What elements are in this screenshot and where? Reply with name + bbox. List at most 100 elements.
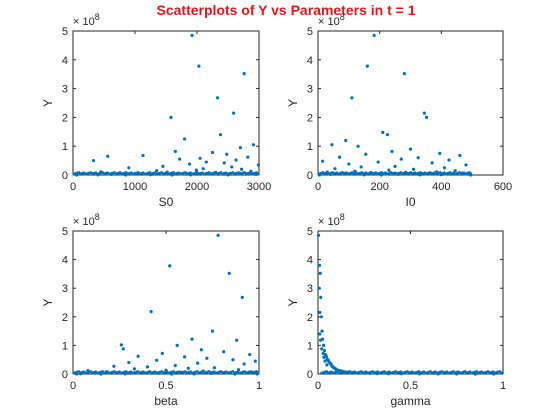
scatter-point (75, 372, 79, 376)
scatter-point (161, 164, 165, 168)
scatter-point (318, 332, 322, 336)
y-exponent-power: 8 (95, 12, 100, 22)
scatter-point (197, 64, 201, 68)
scatter-point (183, 137, 187, 141)
scatter-point (194, 168, 198, 172)
y-tick-label: 1 (307, 340, 313, 352)
scatter-point (439, 173, 443, 177)
scatter-point (236, 368, 241, 372)
scatter-point (216, 233, 220, 237)
scatter-point (141, 153, 145, 158)
scatter-point (209, 371, 213, 376)
scatter-point (416, 156, 420, 160)
scatter-point (164, 368, 168, 372)
scatter-point (231, 358, 235, 362)
y-tick-label: 3 (62, 283, 68, 295)
scatter-point (375, 371, 379, 376)
scatter-point (321, 343, 326, 347)
scatter-point (169, 115, 173, 119)
scatter-point (469, 173, 473, 177)
scatter-point (230, 165, 234, 169)
scatter-point (118, 171, 122, 175)
subplot-2: 0 200 400 600 0 1 2 3 4 5 × 108 I0 Y (286, 12, 512, 209)
scatter-point (104, 370, 109, 374)
scatter-point (106, 154, 110, 158)
y-tick-label: 2 (307, 112, 313, 124)
y-tick-label: 4 (307, 255, 313, 267)
scatter-point (127, 360, 131, 365)
scatter-point (404, 170, 408, 175)
y-axis-label: Y (286, 298, 300, 306)
y-tick-label: 0 (307, 369, 313, 381)
scatter-point (320, 329, 324, 333)
scatter-point (99, 372, 103, 376)
x-tick-label: 400 (432, 181, 450, 193)
x-tick-label: 200 (370, 181, 388, 193)
scatter-point (189, 173, 193, 177)
x-axis-label: gamma (390, 394, 430, 408)
scatter-point (321, 159, 325, 163)
y-tick-label: 1 (62, 141, 68, 153)
y-exponent-label: × 108 (73, 212, 100, 228)
scatter-point (323, 359, 327, 363)
scatter-point (190, 33, 194, 37)
scatter-point (179, 172, 184, 176)
scatter-point (201, 369, 205, 373)
scatter-point (425, 171, 430, 176)
scatter-point (179, 370, 183, 374)
scatter-point (316, 233, 321, 237)
scatter-point (430, 161, 434, 165)
scatter-point (225, 152, 229, 156)
y-tick-label: 3 (62, 84, 68, 96)
scatter-point (424, 115, 429, 119)
scatter-point (214, 170, 218, 175)
scatter-point (127, 166, 131, 170)
scatter-point (350, 96, 354, 100)
y-tick-label: 3 (307, 84, 313, 96)
scatter-point (190, 337, 194, 341)
figure-title: Scatterplots of Y vs Parameters in t = 1 (157, 2, 416, 18)
scatter-point (234, 158, 238, 162)
scatter-point (346, 370, 350, 374)
scatter-point (353, 169, 357, 173)
scatter-point (204, 160, 208, 164)
scatter-point (237, 171, 241, 175)
scatter-point (160, 351, 164, 356)
y-exponent-label: × 108 (318, 212, 345, 228)
x-tick-label: 1 (256, 380, 262, 392)
scatter-point (240, 167, 244, 171)
scatter-point (411, 167, 416, 171)
y-tick-label: 2 (62, 312, 68, 324)
scatter-point (168, 264, 172, 268)
scatter-point (183, 355, 187, 359)
scatter-point (227, 271, 231, 275)
y-tick-label: 5 (62, 226, 68, 238)
scatter-point (155, 169, 159, 173)
y-tick-label: 1 (62, 340, 68, 352)
scatter-point (320, 347, 324, 351)
scatter-point (359, 165, 363, 169)
scatter-point (364, 152, 368, 156)
scatter-point (399, 157, 403, 161)
scatter-point (205, 356, 209, 360)
scatter-point (402, 72, 406, 76)
scatter-point (248, 352, 252, 357)
scatter-point (192, 372, 196, 376)
scatter-point (132, 367, 136, 371)
scatter-point (318, 338, 323, 342)
scatter-point (238, 146, 242, 150)
y-tick-label: 5 (307, 26, 313, 38)
scatter-point (222, 350, 226, 354)
scatter-point (368, 371, 372, 376)
scatter-point (109, 172, 114, 177)
x-tick-label: 0 (70, 181, 76, 193)
scatter-point (438, 151, 442, 155)
subplot-3: 0 0.5 1 0 1 2 3 4 5 × 108 beta Y (41, 212, 262, 408)
scatter-point (196, 361, 200, 365)
plot-area (72, 230, 260, 375)
scatter-point (123, 372, 127, 376)
y-tick-label: 1 (307, 141, 313, 153)
x-tick-label: 1 (500, 380, 506, 392)
scatter-point (376, 160, 380, 164)
y-tick-label: 4 (62, 55, 68, 67)
